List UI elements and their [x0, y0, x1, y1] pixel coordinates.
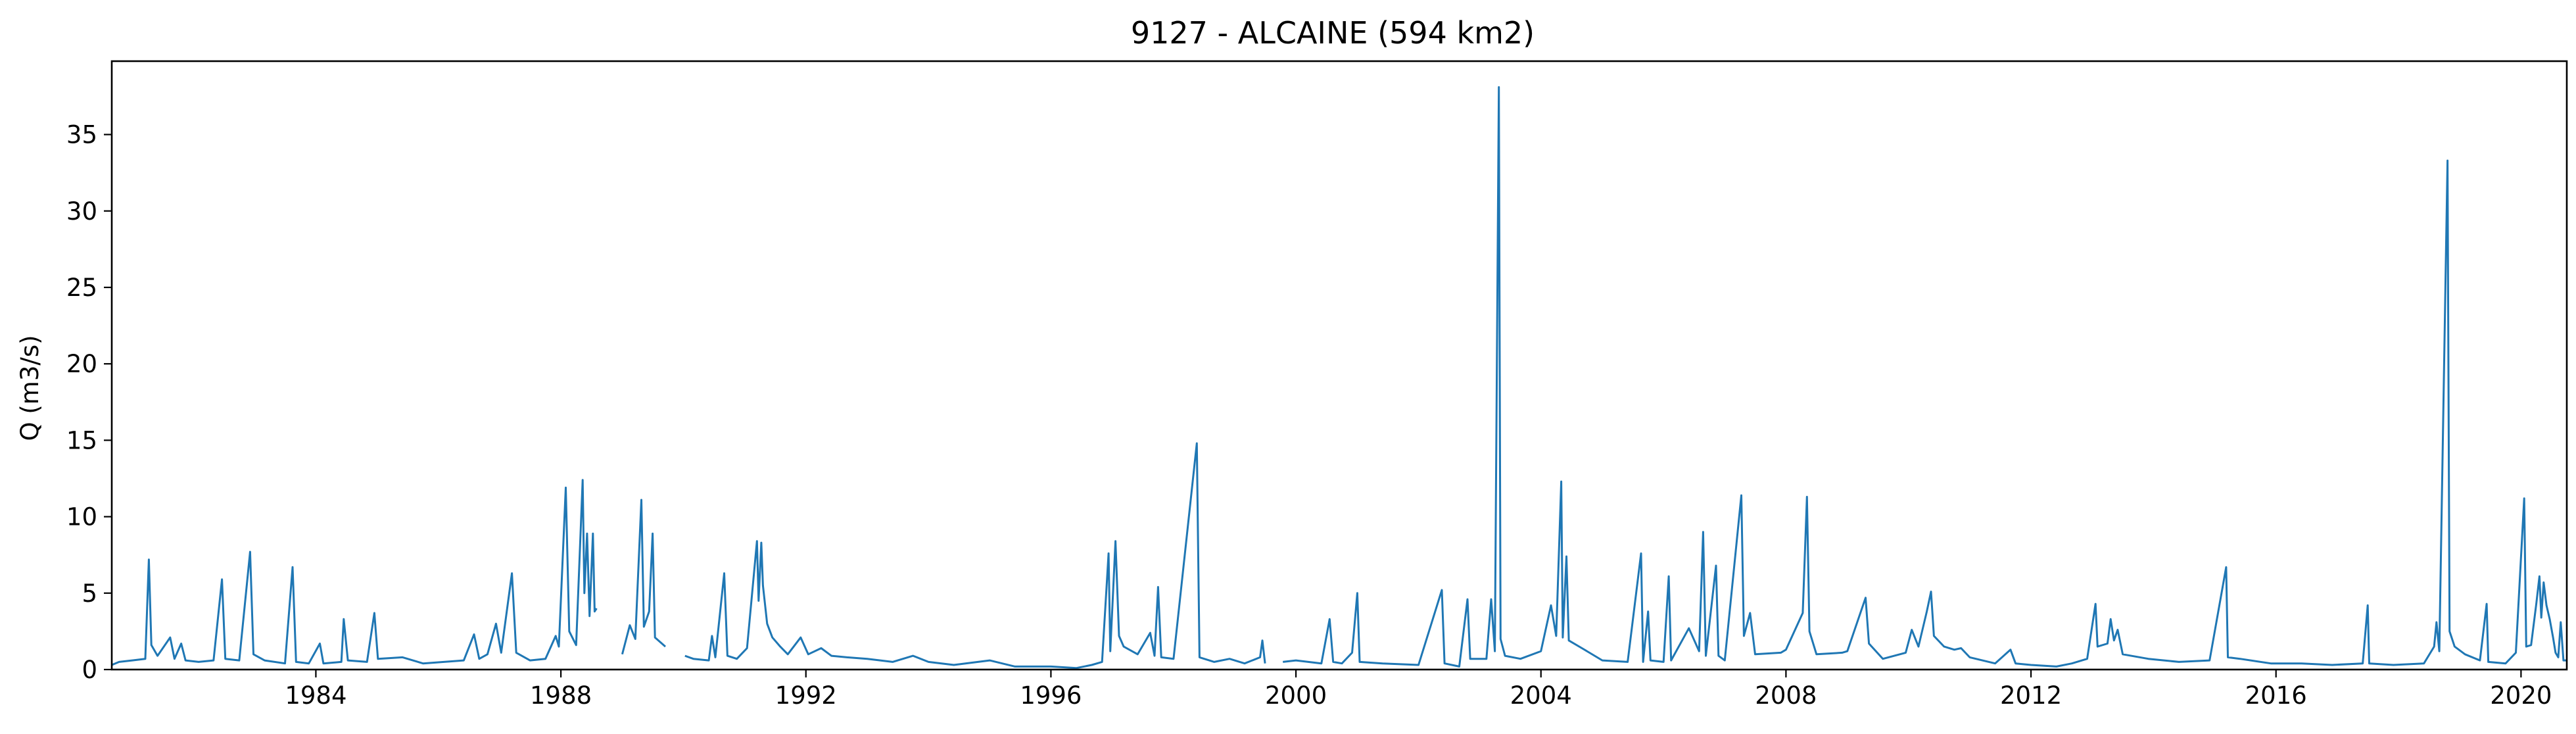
x-tick-label: 2000 [1265, 681, 1327, 710]
y-tick-label: 5 [82, 579, 97, 608]
plot-frame [110, 60, 2568, 671]
y-tick-label: 25 [66, 274, 97, 302]
discharge-series-line [111, 86, 2567, 670]
x-tick-label: 2016 [2245, 681, 2307, 710]
x-axis: 1984 1988 1992 1996 2000 2004 2008 2012 2016 2020 [285, 670, 2552, 710]
y-tick-label: 10 [66, 503, 97, 531]
x-tick-label: 1996 [1020, 681, 1082, 710]
y-tick-label: 15 [66, 426, 97, 454]
x-tick-label: 2004 [1510, 681, 1572, 710]
x-tick-label: 2020 [2490, 681, 2552, 710]
y-axis: 0 5 10 15 20 25 30 35 [66, 121, 112, 684]
x-tick-label: 2012 [2000, 681, 2062, 710]
x-tick-label: 1988 [530, 681, 592, 710]
plot-area [111, 86, 2567, 670]
y-axis-label: Q (m3/s) [16, 335, 44, 441]
x-tick-label: 1984 [285, 681, 346, 710]
y-tick-label: 30 [66, 197, 97, 226]
chart-title: 9127 - ALCAINE (594 km2) [1131, 15, 1535, 51]
x-tick-label: 2008 [1755, 681, 1817, 710]
y-tick-label: 20 [66, 350, 97, 378]
y-tick-label: 0 [82, 656, 97, 684]
y-tick-label: 35 [66, 121, 97, 149]
x-tick-label: 1992 [775, 681, 837, 710]
